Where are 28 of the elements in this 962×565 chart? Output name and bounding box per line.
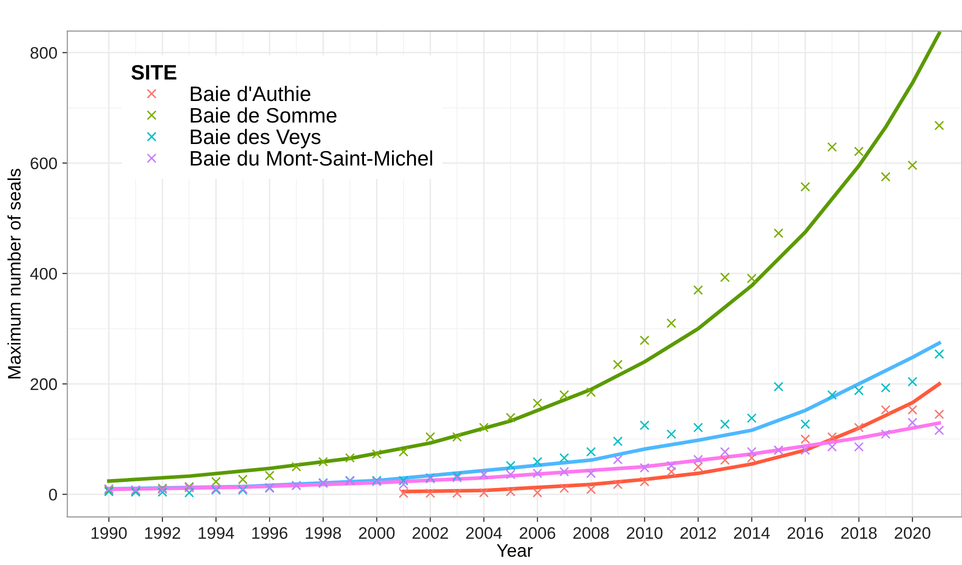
legend-title: SITE [131, 64, 176, 80]
legend-label: Baie d'Authie [190, 86, 310, 102]
legend-label: Baie de Somme [190, 107, 336, 123]
y-tick-label: 400 [30, 268, 57, 280]
x-tick-label: 2002 [412, 527, 448, 539]
x-tick-label: 2006 [520, 527, 556, 539]
legend-label: Baie des Veys [190, 128, 320, 148]
x-tick-label: 2020 [894, 527, 930, 539]
x-tick-label: 1996 [252, 527, 288, 539]
x-tick-label: 1990 [92, 527, 127, 539]
x-tick-label: 2014 [734, 527, 770, 539]
x-axis-title: Year [496, 544, 533, 557]
x-tick-label: 1998 [306, 527, 341, 539]
x-tick-label: 2000 [359, 527, 395, 539]
y-tick-label: 800 [30, 47, 57, 59]
legend-label: Baie du Mont-Saint-Michel [190, 150, 432, 166]
y-axis-title: Maximum number of seals [7, 168, 21, 378]
x-tick-label: 2008 [573, 527, 609, 539]
y-tick-label: 0 [49, 488, 57, 501]
y-tick-label: 200 [30, 378, 57, 390]
x-tick-label: 1994 [198, 527, 234, 539]
x-tick-label: 2012 [680, 527, 716, 539]
x-tick-label: 2004 [466, 527, 502, 539]
x-tick-label: 2010 [626, 527, 662, 539]
y-tick-label: 600 [30, 157, 57, 170]
x-tick-label: 1992 [145, 527, 180, 539]
x-tick-label: 2016 [788, 527, 824, 539]
x-tick-label: 2018 [841, 527, 877, 539]
